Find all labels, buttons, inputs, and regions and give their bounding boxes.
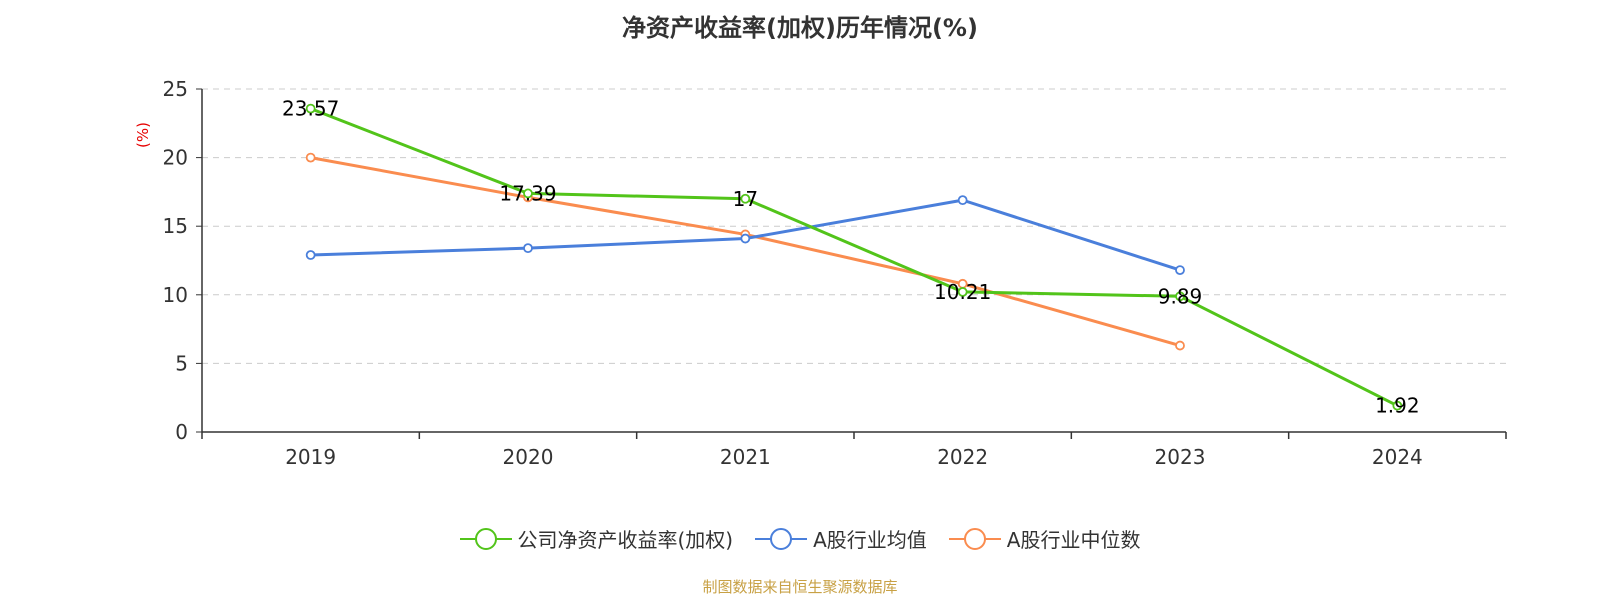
data-point — [1175, 265, 1185, 276]
data-label: 1.92 — [1375, 394, 1420, 418]
data-point — [305, 103, 316, 114]
y-tick-label: 5 — [175, 351, 188, 375]
data-point — [523, 243, 533, 254]
data-label: 10.21 — [934, 280, 991, 304]
data-point — [1175, 340, 1185, 351]
data-point — [523, 188, 533, 199]
data-point — [305, 250, 316, 260]
data-label: 23.57 — [282, 97, 339, 121]
data-point — [1392, 400, 1403, 411]
chart-title: 净资产收益率(加权)历年情况(%) — [622, 14, 978, 42]
legend-marker — [963, 527, 986, 550]
series-lines — [305, 103, 1403, 411]
data-label: 9.89 — [1158, 284, 1203, 308]
legend-marker — [770, 527, 793, 550]
x-tick-label: 2024 — [1372, 445, 1423, 469]
legend-line-circle-icon — [459, 527, 512, 550]
data-labels: 23.57 17.39 17 10.21 9.89 1.92 — [282, 97, 1420, 418]
data-point — [305, 152, 316, 163]
y-tick-label: 0 — [175, 420, 188, 444]
legend-line-circle-icon — [755, 527, 808, 550]
y-tick-label: 20 — [163, 146, 188, 170]
data-point — [957, 195, 968, 206]
axes: 0 5 10 15 20 25 2019 2020 2021 2022 2023 2024 — [163, 77, 1507, 469]
x-tick-label: 2020 — [503, 445, 554, 469]
x-tick-label: 2021 — [720, 445, 771, 469]
legend-item[interactable]: A股行业中位数 — [948, 524, 1141, 553]
legend-item[interactable]: 公司净资产收益率(加权) — [459, 524, 734, 553]
x-tick-label: 2023 — [1155, 445, 1206, 469]
series-line — [310, 107, 1399, 407]
legend-label: 公司净资产收益率(加权) — [517, 528, 734, 552]
legend-item[interactable]: A股行业均值 — [755, 524, 927, 553]
data-point — [957, 287, 968, 297]
y-tick-label: 10 — [163, 283, 188, 307]
x-tick-label: 2022 — [937, 445, 988, 469]
legend-label: A股行业均值 — [813, 528, 927, 552]
data-label: 17 — [733, 187, 758, 211]
legend: 公司净资产收益率(加权) A股行业均值 A股行业中位数 — [0, 524, 1600, 553]
y-tick-label: 15 — [163, 214, 188, 238]
legend-marker — [474, 527, 497, 550]
data-point — [1175, 291, 1185, 302]
source-note: 制图数据来自恒生聚源数据库 — [702, 578, 898, 596]
grid-lines — [202, 88, 1506, 364]
x-tick-label: 2019 — [285, 445, 336, 469]
data-label: 17.39 — [499, 181, 556, 205]
legend-label: A股行业中位数 — [1006, 528, 1141, 552]
legend-line-circle-icon — [948, 527, 1001, 550]
data-point — [740, 233, 751, 244]
data-point — [740, 193, 751, 204]
y-tick-label: 25 — [163, 77, 188, 101]
